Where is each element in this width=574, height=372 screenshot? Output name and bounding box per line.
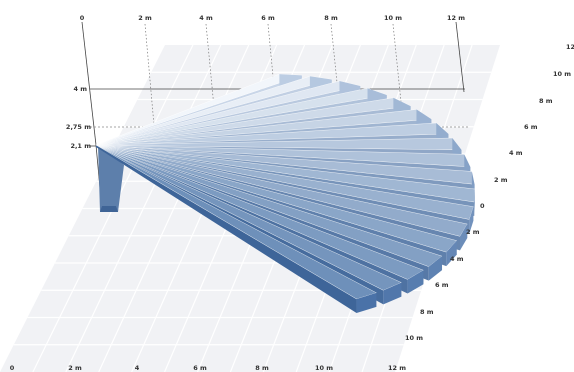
top-label-4m: 4 m	[199, 14, 213, 22]
top-label-10m: 10 m	[384, 14, 402, 22]
beam-end-cap	[446, 240, 457, 267]
depth-label-10m-far: 10 m	[553, 70, 571, 78]
depth-label-4m-near: 4 m	[450, 255, 464, 263]
beam-top-face	[95, 88, 388, 146]
beam-top-face	[95, 109, 432, 146]
light-beams	[95, 73, 476, 313]
height-label-4m: 4 m	[73, 85, 87, 93]
beam-top-face	[95, 144, 471, 168]
depth-label-6m-far: 6 m	[524, 123, 538, 131]
depth-label-8m-near: 8 m	[420, 308, 434, 316]
beam-top-face	[95, 144, 476, 203]
height-label-275m: 2,75 m	[66, 123, 91, 131]
top-label-8m: 8 m	[324, 14, 338, 22]
top-label-6m: 6 m	[261, 14, 275, 22]
light-beam	[95, 144, 377, 313]
beam-end-cap	[383, 282, 402, 305]
beam-end-cap	[469, 206, 474, 234]
depth-label-12-far: 12	[566, 43, 574, 51]
right-depth-axis: 12 10 m 8 m 6 m 4 m 2 m 0 2 m 4 m 6 m 8 …	[388, 43, 574, 372]
beam-end-cap	[459, 224, 468, 251]
beam-top-face	[95, 144, 443, 267]
top-label-2m: 2 m	[138, 14, 152, 22]
depth-label-6m-near: 6 m	[435, 281, 449, 289]
depth-label-2m-far: 2 m	[494, 176, 508, 184]
right-vertical-guide	[455, 21, 465, 93]
bottom-label-0: 0	[10, 364, 15, 372]
beam-side-face	[96, 145, 357, 313]
beam-end-cap	[474, 189, 475, 217]
beam-top-face	[95, 122, 449, 146]
beam-end-cap	[356, 292, 377, 313]
bottom-label-2m: 2 m	[68, 364, 82, 372]
top-label-0: 0	[80, 14, 85, 22]
depth-label-2m-near: 2 m	[466, 228, 480, 236]
beam-top-face	[95, 144, 475, 185]
beam-top-face	[95, 73, 302, 146]
top-axis: 0 2 m 4 m 6 m 8 m 10 m 12 m	[80, 14, 466, 22]
beam-end-cap	[407, 270, 424, 294]
beam-top-face	[95, 80, 361, 146]
beam-top-face	[95, 144, 377, 300]
bottom-label-6m: 6 m	[193, 364, 207, 372]
depth-label-8m-far: 8 m	[539, 97, 553, 105]
height-label-21m: 2,1 m	[70, 142, 91, 150]
beam-end-cap	[428, 256, 443, 281]
bottom-label-8m: 8 m	[255, 364, 269, 372]
depth-label-0: 0	[480, 202, 485, 210]
depth-label-12m-near: 12 m	[388, 364, 406, 372]
bottom-label-10m: 10 m	[315, 364, 333, 372]
bottom-label-4: 4	[135, 364, 140, 372]
mounting-post	[81, 21, 124, 212]
top-label-12m: 12 m	[447, 14, 465, 22]
depth-label-4m-far: 4 m	[509, 149, 523, 157]
depth-label-10m-near: 10 m	[405, 334, 423, 342]
height-axis: 4 m 2,75 m 2,1 m	[66, 85, 91, 150]
bottom-axis: 0 2 m 4 6 m 8 m 10 m	[10, 364, 334, 372]
